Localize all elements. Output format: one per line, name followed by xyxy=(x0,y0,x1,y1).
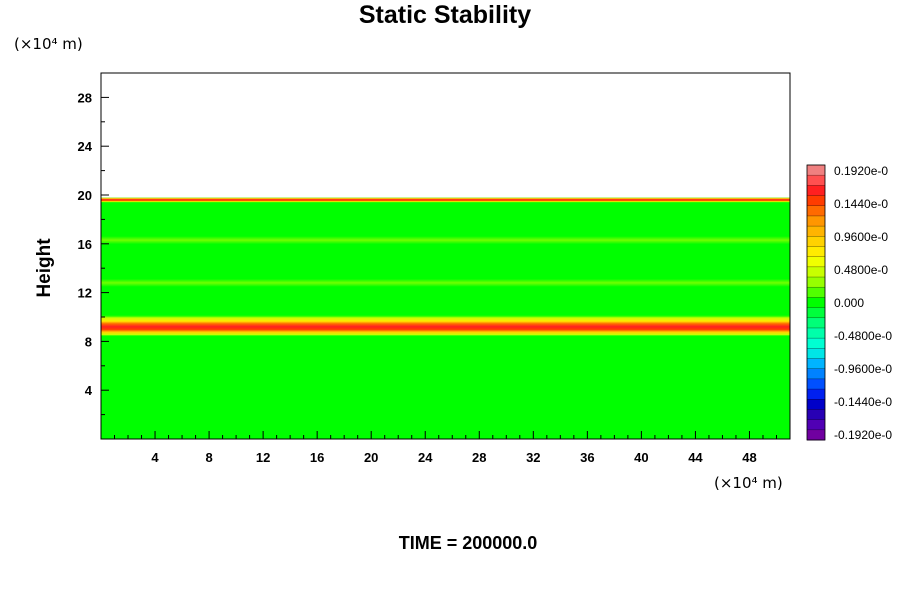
colorbar-label: 0.9600e-0 xyxy=(834,230,888,244)
x-tick-label: 48 xyxy=(742,450,756,465)
y-axis-title: Height xyxy=(34,238,55,298)
colorbar-segment xyxy=(807,226,825,237)
colorbar-segment xyxy=(807,317,825,329)
x-tick-label: 12 xyxy=(256,450,270,465)
x-tick-label: 16 xyxy=(310,450,324,465)
colorbar-segment xyxy=(807,266,825,278)
colorbar-segment xyxy=(807,205,825,217)
x-axis-unit: (×10⁴ m) xyxy=(714,474,783,492)
upper-boundary-band xyxy=(101,196,790,203)
x-tick-label: 4 xyxy=(151,450,159,465)
colorbar-label: 0.000 xyxy=(834,296,864,310)
colorbar-segment xyxy=(807,195,825,207)
colorbar-segment xyxy=(807,236,825,247)
colorbar-label: -0.1440e-0 xyxy=(834,395,892,409)
colorbar-segment xyxy=(807,297,825,309)
colorbar-segment xyxy=(807,287,825,298)
x-tick-label: 28 xyxy=(472,450,486,465)
x-tick-label: 44 xyxy=(688,450,703,465)
y-tick-label: 24 xyxy=(78,139,93,154)
colorbar-segment xyxy=(807,368,825,380)
colorbar-segment xyxy=(807,419,825,431)
colorbar-segment xyxy=(807,307,825,319)
chart-title: Static Stability xyxy=(359,1,531,29)
colorbar-segment xyxy=(807,185,825,197)
colorbar-segment xyxy=(807,409,825,421)
colorbar-label: -0.9600e-0 xyxy=(834,362,892,376)
colorbar-segment xyxy=(807,327,825,339)
plot-frame xyxy=(100,72,791,440)
x-tick-label: 40 xyxy=(634,450,648,465)
colorbar-segment xyxy=(807,215,825,227)
y-tick-label: 12 xyxy=(78,286,92,301)
middle-stable-layer xyxy=(101,314,790,337)
colorbar-segment xyxy=(807,277,825,288)
colorbar-segment xyxy=(807,246,825,258)
colorbar-segment xyxy=(807,256,825,268)
colorbar-label: 0.1920e-0 xyxy=(834,164,888,178)
x-tick-label: 36 xyxy=(580,450,594,465)
colorbar-segment xyxy=(807,348,825,360)
colorbar: 0.1920e-0 0.1440e-0 0.9600e-0 0.4800e-0 0.00… xyxy=(806,164,892,442)
y-tick-label: 8 xyxy=(85,334,92,349)
colorbar-segment xyxy=(807,358,825,370)
faint-layer-lower xyxy=(101,278,790,287)
y-tick-label: 16 xyxy=(78,237,92,252)
x-tick-label: 24 xyxy=(418,450,433,465)
colorbar-label: -0.1920e-0 xyxy=(834,428,892,442)
colorbar-segment xyxy=(807,165,825,176)
x-tick-label: 20 xyxy=(364,450,378,465)
y-axis-unit: (×10⁴ m) xyxy=(14,35,83,53)
faint-layer-upper xyxy=(101,236,790,245)
colorbar-segment xyxy=(807,175,825,186)
colorbar-label: 0.4800e-0 xyxy=(834,263,888,277)
colorbar-segment xyxy=(807,389,825,400)
y-tick-label: 28 xyxy=(78,90,92,105)
y-tick-label: 20 xyxy=(78,188,92,203)
colorbar-segment xyxy=(807,338,825,349)
colorbar-segment xyxy=(807,378,825,390)
colorbar-segment xyxy=(807,399,825,410)
x-tick-label: 8 xyxy=(205,450,212,465)
y-tick-label: 4 xyxy=(85,383,93,398)
x-tick-label: 32 xyxy=(526,450,540,465)
colorbar-segment xyxy=(807,429,825,441)
colorbar-frame xyxy=(806,164,826,441)
time-label: TIME = 200000.0 xyxy=(399,533,538,553)
colorbar-label: 0.1440e-0 xyxy=(834,197,888,211)
colorbar-label: -0.4800e-0 xyxy=(834,329,892,343)
